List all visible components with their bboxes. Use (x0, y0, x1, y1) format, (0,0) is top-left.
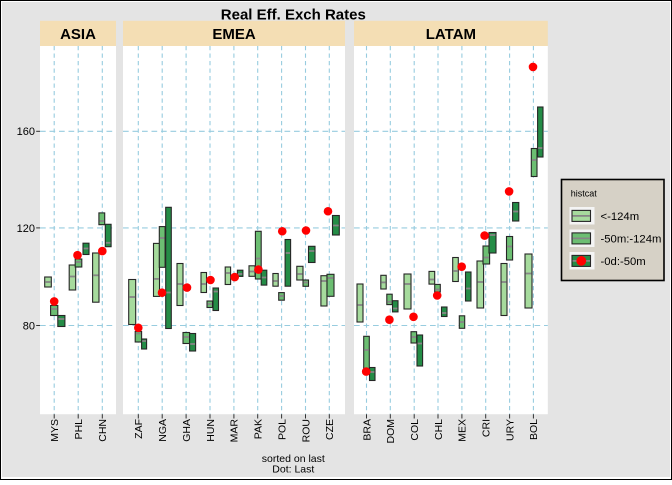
svg-text:histcat: histcat (571, 189, 598, 199)
svg-text:NGA: NGA (157, 419, 169, 442)
svg-text:BOL: BOL (528, 419, 540, 440)
svg-text:CRI: CRI (481, 419, 493, 437)
svg-text:-50m:-124m: -50m:-124m (601, 233, 662, 245)
svg-text:PAK: PAK (253, 419, 265, 439)
svg-text:PHL: PHL (73, 419, 85, 440)
svg-text:sorted on last: sorted on last (262, 453, 325, 465)
svg-text:-0d:-50m: -0d:-50m (601, 256, 646, 268)
svg-text:<-124m: <-124m (601, 211, 640, 223)
svg-text:120: 120 (17, 223, 35, 235)
svg-text:CZE: CZE (324, 419, 336, 440)
svg-text:CHN: CHN (97, 419, 109, 442)
svg-text:CHL: CHL (433, 419, 445, 440)
svg-text:DOM: DOM (385, 419, 397, 444)
svg-text:Dot: Last: Dot: Last (272, 463, 314, 475)
svg-text:BRA: BRA (361, 419, 373, 441)
svg-text:160: 160 (17, 126, 35, 138)
svg-text:80: 80 (23, 320, 35, 332)
svg-text:EMEA: EMEA (212, 26, 256, 43)
svg-text:MYS: MYS (49, 419, 61, 442)
svg-text:ZAF: ZAF (133, 419, 145, 439)
svg-text:MAR: MAR (229, 419, 241, 443)
svg-text:HUN: HUN (205, 419, 217, 442)
svg-text:ASIA: ASIA (60, 26, 96, 43)
svg-text:ROU: ROU (300, 419, 312, 442)
svg-text:POL: POL (276, 419, 288, 440)
svg-text:URY: URY (504, 419, 516, 441)
svg-text:LATAM: LATAM (426, 26, 476, 43)
svg-text:GHA: GHA (181, 419, 193, 442)
svg-text:COL: COL (409, 419, 421, 441)
svg-text:Real Eff. Exch Rates: Real Eff. Exch Rates (221, 7, 366, 24)
svg-text:MEX: MEX (457, 419, 469, 442)
